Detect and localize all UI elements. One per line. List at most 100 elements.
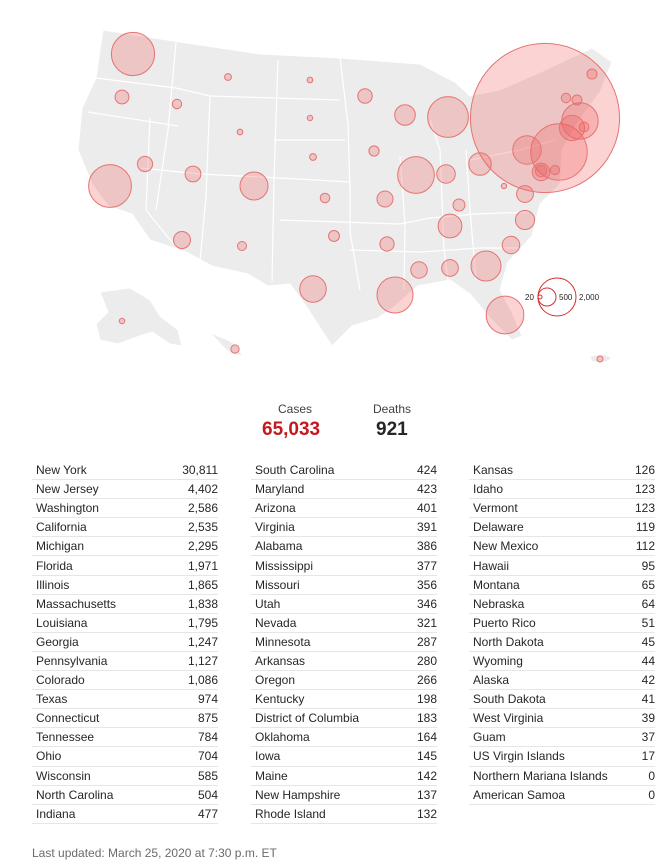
state-cases: 145 [416, 749, 437, 764]
bubble-louisiana[interactable] [376, 276, 414, 314]
bubble-colorado[interactable] [239, 171, 269, 201]
bubble-new-mexico[interactable] [237, 241, 247, 251]
bubble-puerto-rico[interactable] [596, 355, 604, 363]
table-row: Maryland 423 [251, 480, 437, 500]
table-row: North Dakota 45 [469, 633, 655, 652]
bubble-indiana[interactable] [436, 164, 456, 184]
table-row: US Virgin Islands 17 [469, 747, 655, 767]
bubble-oklahoma[interactable] [328, 230, 340, 242]
table-row: District of Columbia 183 [251, 709, 437, 729]
bubble-michigan[interactable] [427, 96, 469, 138]
state-cases: 875 [197, 711, 218, 726]
bubble-ohio[interactable] [468, 152, 492, 176]
table-row: Arkansas 280 [251, 652, 437, 672]
bubble-missouri[interactable] [376, 190, 394, 208]
table-row: Nevada 321 [251, 614, 437, 633]
table-row: Delaware 119 [469, 518, 655, 538]
table-row: Texas 974 [32, 690, 218, 710]
bubble-kansas[interactable] [319, 192, 331, 204]
table-row: New Mexico 112 [469, 537, 655, 557]
bubble-arkansas[interactable] [379, 236, 395, 252]
bubble-north-carolina[interactable] [514, 209, 536, 231]
state-cases: 119 [635, 520, 655, 535]
state-name: Maine [255, 768, 288, 783]
deaths-value: 921 [376, 419, 408, 440]
bubble-rhode-island[interactable] [578, 121, 590, 133]
legend-label-500: 500 [559, 293, 573, 302]
state-name: Illinois [36, 577, 70, 592]
bubble-tennessee[interactable] [437, 213, 463, 239]
state-cases: 42 [641, 673, 655, 688]
bubble-mississippi[interactable] [410, 261, 428, 279]
state-cases: 183 [416, 711, 437, 726]
bubble-kentucky[interactable] [452, 198, 466, 212]
table-row: Pennsylvania 1,127 [32, 652, 218, 672]
bubble-washington[interactable] [110, 31, 156, 77]
bubble-south-carolina[interactable] [501, 235, 521, 255]
bubble-florida[interactable] [485, 295, 525, 335]
legend-label-20: 20 [525, 293, 534, 302]
bubble-south-dakota[interactable] [306, 114, 314, 122]
bubble-new-hampshire[interactable] [571, 94, 583, 106]
state-cases: 477 [197, 806, 218, 821]
state-name: Georgia [36, 634, 79, 649]
bubble-connecticut[interactable] [558, 114, 586, 142]
state-cases: 112 [635, 539, 655, 554]
table-row: Wyoming 44 [469, 652, 655, 672]
bubble-montana[interactable] [224, 73, 232, 81]
bubble-north-dakota[interactable] [306, 76, 314, 84]
bubble-west-virginia[interactable] [500, 182, 508, 190]
state-name: Connecticut [36, 711, 100, 726]
state-cases: 95 [641, 558, 655, 573]
state-cases: 321 [416, 615, 437, 630]
state-name: Puerto Rico [473, 615, 536, 630]
table-row: Kansas 126 [469, 461, 655, 481]
bubble-illinois[interactable] [397, 156, 435, 194]
bubble-nebraska[interactable] [309, 153, 317, 161]
bubble-wyoming[interactable] [236, 128, 244, 136]
bubble-texas[interactable] [299, 275, 327, 303]
cases-value: 65,033 [262, 419, 321, 440]
bubble-pennsylvania[interactable] [512, 135, 542, 165]
table-row: Florida 1,971 [32, 556, 218, 576]
state-name: Montana [473, 577, 520, 592]
table-row: Alabama 386 [251, 537, 437, 557]
bubble-utah[interactable] [184, 165, 202, 183]
table-row: Indiana 477 [32, 805, 218, 824]
bubble-virginia[interactable] [516, 185, 534, 203]
bubble-georgia[interactable] [470, 250, 502, 282]
us-bubble-map: 20 500 2,000 [77, 29, 621, 363]
bubble-oregon[interactable] [114, 89, 130, 105]
state-name: Virginia [255, 520, 295, 535]
table-row: Missouri 356 [251, 576, 437, 595]
state-cases: 164 [416, 730, 437, 745]
state-cases: 65 [641, 577, 655, 592]
alaska-outline [95, 287, 183, 347]
bubble-maine[interactable] [586, 68, 598, 80]
bubble-california[interactable] [88, 164, 132, 208]
bubble-iowa[interactable] [368, 145, 380, 157]
bubble-hawaii[interactable] [230, 344, 240, 354]
bubble-alaska[interactable] [118, 317, 126, 325]
table-row: Michigan 2,295 [32, 537, 218, 557]
map-land [77, 29, 613, 363]
bubble-idaho[interactable] [171, 98, 183, 110]
state-name: Vermont [473, 501, 518, 516]
bubble-alabama[interactable] [441, 259, 459, 277]
bubble-delaware[interactable] [549, 164, 561, 176]
bubble-vermont[interactable] [560, 92, 572, 104]
bubble-district-of-columbia[interactable] [534, 164, 548, 178]
table-row: South Carolina 424 [251, 461, 437, 481]
state-cases: 45 [641, 634, 655, 649]
table-row: Wisconsin 585 [32, 767, 218, 786]
bubble-minnesota[interactable] [357, 88, 373, 104]
state-name: Michigan [36, 539, 85, 554]
table-row: Alaska 42 [469, 671, 655, 691]
bubble-new-york[interactable] [469, 42, 621, 194]
bubble-arizona[interactable] [172, 230, 192, 250]
size-legend: 20 500 2,000 [525, 277, 600, 317]
table-row: New Hampshire 137 [251, 786, 437, 805]
table-row: Minnesota 287 [251, 633, 437, 652]
bubble-wisconsin[interactable] [394, 104, 416, 126]
bubble-nevada[interactable] [136, 155, 154, 173]
